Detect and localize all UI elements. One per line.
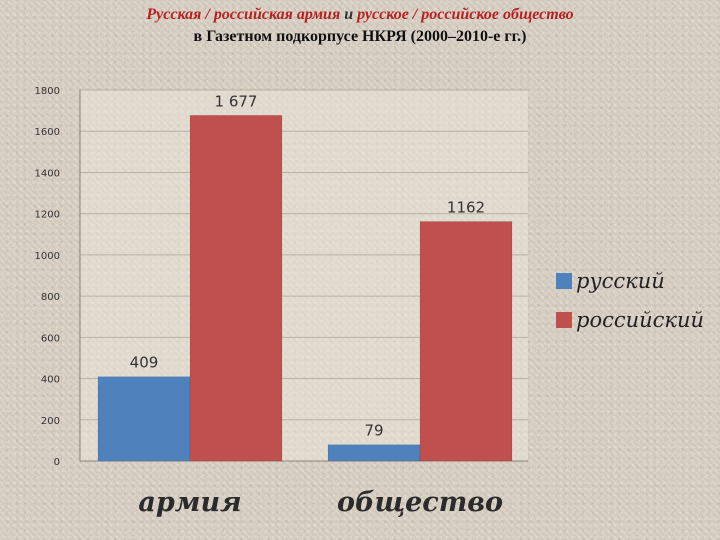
y-tick-label: 200 bbox=[41, 416, 60, 427]
data-label: 409 bbox=[130, 354, 159, 372]
y-tick-label: 1800 bbox=[35, 86, 60, 97]
data-label: 1162 bbox=[447, 198, 485, 216]
bar-russkiy-0 bbox=[97, 376, 191, 462]
y-tick-label: 600 bbox=[41, 333, 60, 344]
bar-rossiyskiy-1 bbox=[419, 221, 513, 462]
chart-title-line2: в Газетном подкорпусе НКРЯ (2000–2010-е … bbox=[193, 28, 527, 45]
title-part-army: Русская / российская армия bbox=[146, 6, 341, 23]
bar-russkiy-1 bbox=[327, 444, 421, 462]
y-tick-label: 1200 bbox=[35, 210, 60, 221]
y-tick-label: 0 bbox=[54, 457, 60, 468]
category-label-0: армия bbox=[138, 487, 241, 518]
data-label: 1 677 bbox=[215, 92, 258, 110]
y-tick-label: 1000 bbox=[35, 251, 60, 262]
category-label-1: общество bbox=[337, 487, 503, 518]
data-label: 79 bbox=[364, 422, 383, 440]
legend-swatch-russkiy bbox=[556, 273, 572, 289]
legend-label-russkiy: русский bbox=[576, 269, 665, 293]
legend-swatch-rossiyskiy bbox=[556, 312, 572, 328]
chart-title-line1: Русская / российская армия и русское / р… bbox=[0, 6, 720, 24]
y-tick-label: 1400 bbox=[35, 168, 60, 179]
legend-label-rossiyskiy: российский bbox=[576, 308, 704, 332]
title-conjunction: и bbox=[340, 6, 358, 23]
bar-rossiyskiy-0 bbox=[189, 115, 283, 462]
title-part-society: русское / российское общество bbox=[357, 6, 574, 23]
y-tick-label: 400 bbox=[41, 375, 60, 386]
y-tick-label: 800 bbox=[41, 292, 60, 303]
y-tick-label: 1600 bbox=[35, 127, 60, 138]
